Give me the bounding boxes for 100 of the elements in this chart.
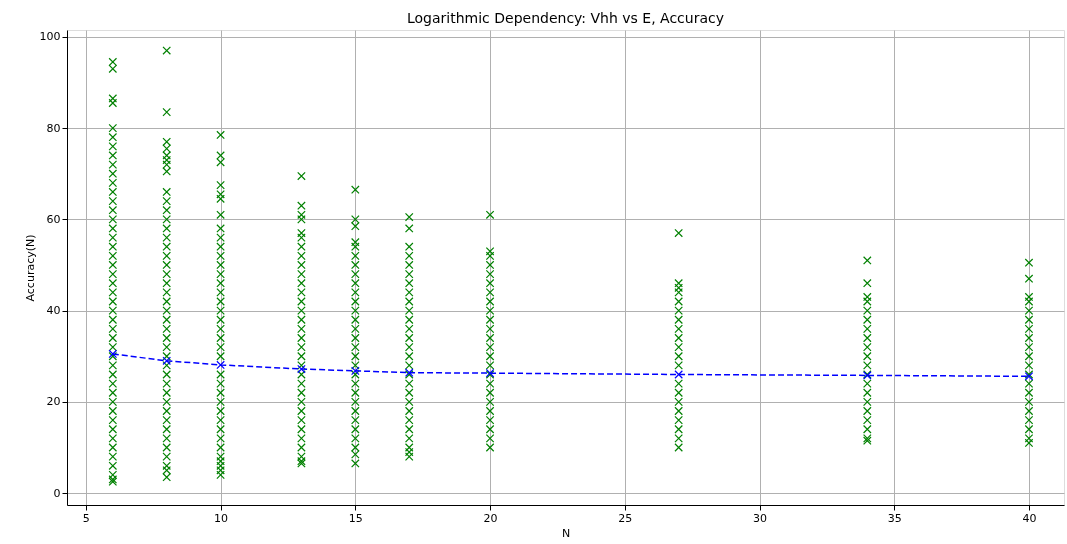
point: [162, 155, 172, 165]
point: [351, 185, 360, 195]
point: [404, 278, 414, 288]
point: [674, 324, 683, 334]
point: [674, 333, 683, 343]
point: [485, 351, 495, 361]
point: [351, 459, 360, 468]
point: [162, 167, 172, 176]
point: [297, 306, 306, 315]
point: [162, 342, 172, 352]
point: [404, 443, 414, 452]
point: [216, 379, 225, 388]
point: [297, 459, 306, 468]
point: [162, 144, 172, 153]
y-tick-label: 40: [46, 304, 61, 318]
point: [404, 315, 414, 325]
point: [297, 456, 306, 466]
point: [297, 342, 306, 352]
point: [485, 379, 495, 388]
point: [108, 205, 118, 215]
point: [862, 306, 872, 315]
point: [485, 288, 495, 297]
point: [674, 379, 683, 388]
point: [216, 466, 225, 475]
point: [108, 379, 118, 388]
point: [862, 415, 872, 425]
point: [108, 306, 118, 315]
point: [404, 242, 414, 252]
point: [862, 379, 872, 388]
point: [162, 278, 172, 288]
point: [485, 269, 495, 279]
point: [1024, 424, 1034, 434]
point: [297, 324, 306, 334]
point: [297, 171, 306, 181]
point: [162, 415, 172, 425]
point: [1024, 361, 1034, 370]
point: [674, 278, 683, 288]
point: [216, 456, 225, 466]
point: [216, 151, 225, 160]
point: [404, 434, 414, 443]
point: [1024, 438, 1034, 448]
point: [216, 180, 225, 190]
point: [216, 269, 225, 279]
point: [108, 269, 118, 279]
y-tick-label: 60: [46, 212, 61, 226]
point: [1024, 379, 1034, 388]
point: [108, 415, 118, 425]
point: [862, 361, 872, 370]
x-axis-title: N: [561, 526, 571, 540]
point: [297, 370, 306, 379]
point: [108, 260, 118, 270]
point: [404, 351, 414, 361]
point: [1024, 315, 1034, 325]
x-tick-label: 10: [214, 511, 229, 525]
x-tick-label: 35: [887, 511, 902, 525]
point: [485, 443, 495, 452]
point: [108, 151, 118, 160]
point: [297, 443, 306, 452]
point: [162, 297, 172, 306]
point: [351, 269, 360, 279]
point: [297, 233, 306, 242]
point: [297, 364, 306, 374]
point: [351, 361, 360, 370]
point: [351, 366, 360, 376]
point: [404, 269, 414, 279]
point: [162, 215, 172, 224]
point: [162, 406, 172, 416]
point: [1024, 306, 1034, 315]
point: [351, 288, 360, 297]
point: [216, 260, 225, 270]
point: [404, 424, 414, 434]
point: [351, 424, 360, 434]
point: [674, 443, 683, 452]
point: [108, 406, 118, 416]
chart-title: Logarithmic Dependency: Vhh vs E, Accuracy: [406, 10, 725, 26]
point: [162, 315, 172, 325]
point: [162, 443, 172, 452]
point: [216, 194, 225, 204]
point: [216, 288, 225, 297]
point: [1024, 258, 1034, 268]
point: [485, 361, 495, 370]
point: [108, 324, 118, 334]
point: [162, 324, 172, 334]
point: [108, 233, 118, 242]
point: [351, 379, 360, 388]
point: [404, 251, 414, 261]
point: [162, 379, 172, 388]
point: [297, 406, 306, 416]
point: [108, 64, 118, 74]
point: [674, 397, 683, 407]
point: [404, 361, 414, 370]
point: [108, 278, 118, 288]
point: [216, 315, 225, 325]
point: [674, 361, 683, 370]
point: [351, 221, 360, 231]
point: [862, 292, 872, 302]
point: [1024, 324, 1034, 334]
point: [674, 415, 683, 425]
point: [297, 415, 306, 425]
point: [162, 397, 172, 407]
